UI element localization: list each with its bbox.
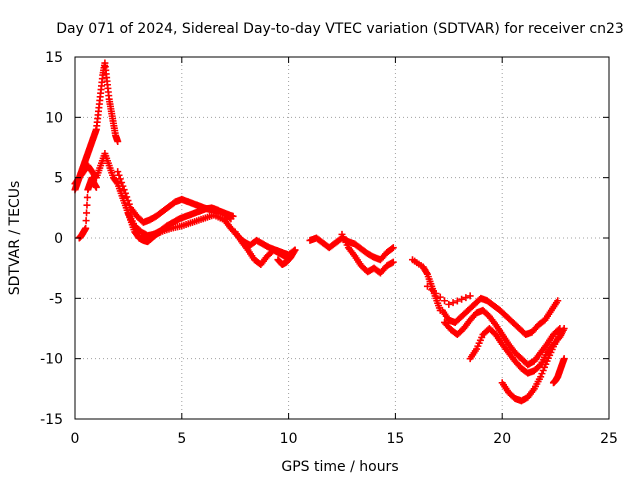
data-point [114, 137, 122, 145]
series-track-r [423, 282, 474, 308]
data-point [449, 299, 457, 307]
x-tick-label: 5 [177, 431, 186, 447]
x-tick-label: 25 [600, 431, 618, 447]
series-track-p [498, 331, 564, 405]
data-point [458, 295, 466, 303]
data-point [423, 282, 431, 290]
y-tick-label: 0 [54, 231, 63, 247]
series-track-l [408, 256, 444, 314]
data-point [466, 292, 474, 300]
data-point [388, 245, 396, 253]
series-track-h [231, 228, 297, 269]
data-point [453, 297, 461, 305]
data-point [436, 293, 444, 301]
axis-ticks: 0 5 10 15 20 25 15 10 5 0 -5 -10 -15 [40, 50, 618, 447]
data-point [114, 168, 122, 176]
data-point [123, 193, 131, 201]
data-point [119, 182, 127, 190]
y-tick-label: -15 [40, 412, 63, 428]
data-point [445, 300, 453, 308]
data-point [290, 248, 298, 256]
data-point [441, 297, 449, 305]
x-tick-label: 20 [493, 431, 511, 447]
x-tick-label: 0 [71, 431, 80, 447]
series-track-i [274, 246, 299, 269]
data-point [389, 258, 397, 266]
y-tick-label: 15 [45, 50, 63, 66]
chart-title: Day 071 of 2024, Sidereal Day-to-day VTE… [56, 21, 624, 37]
data-point [291, 246, 299, 254]
data-point [83, 193, 91, 201]
data-point [554, 297, 562, 305]
y-axis-label: SDTVAR / TECUs [7, 181, 23, 296]
series-track-c [75, 174, 100, 242]
data-point [560, 325, 568, 332]
x-tick-label: 10 [280, 431, 298, 447]
data-point [115, 171, 123, 179]
data-point [535, 362, 543, 370]
data-point [538, 370, 546, 378]
y-tick-label: 10 [45, 110, 63, 126]
data-point [118, 178, 126, 186]
series-track-q [549, 355, 568, 387]
data-point [120, 186, 128, 194]
data-point [124, 197, 132, 205]
x-axis-label: GPS time / hours [281, 459, 398, 475]
data-point [83, 209, 91, 217]
series-track-m [438, 294, 562, 339]
data-point [540, 363, 548, 371]
data-point [83, 201, 91, 209]
y-tick-label: -5 [49, 291, 63, 307]
data-point [560, 355, 568, 363]
data-point [462, 294, 470, 302]
data-point [125, 200, 133, 208]
grid [75, 57, 609, 419]
series-track-k [338, 230, 397, 277]
y-tick-label: -10 [40, 352, 63, 368]
data-point [428, 286, 436, 294]
data-point [116, 175, 124, 183]
data-point [389, 244, 397, 252]
data-point [82, 224, 90, 232]
data-marks [71, 59, 568, 405]
data-point [121, 189, 129, 197]
x-tick-label: 15 [386, 431, 404, 447]
data-point [226, 214, 234, 222]
series-track-n [441, 306, 564, 369]
y-tick-label: 5 [54, 171, 63, 187]
data-point [82, 217, 90, 225]
data-point [556, 331, 564, 339]
data-point [537, 373, 545, 381]
data-point [423, 269, 431, 277]
data-point [92, 183, 100, 191]
data-point [539, 366, 547, 374]
series-track-g [221, 216, 299, 259]
data-point [542, 360, 550, 368]
data-point [432, 290, 440, 298]
data-point [227, 215, 235, 223]
